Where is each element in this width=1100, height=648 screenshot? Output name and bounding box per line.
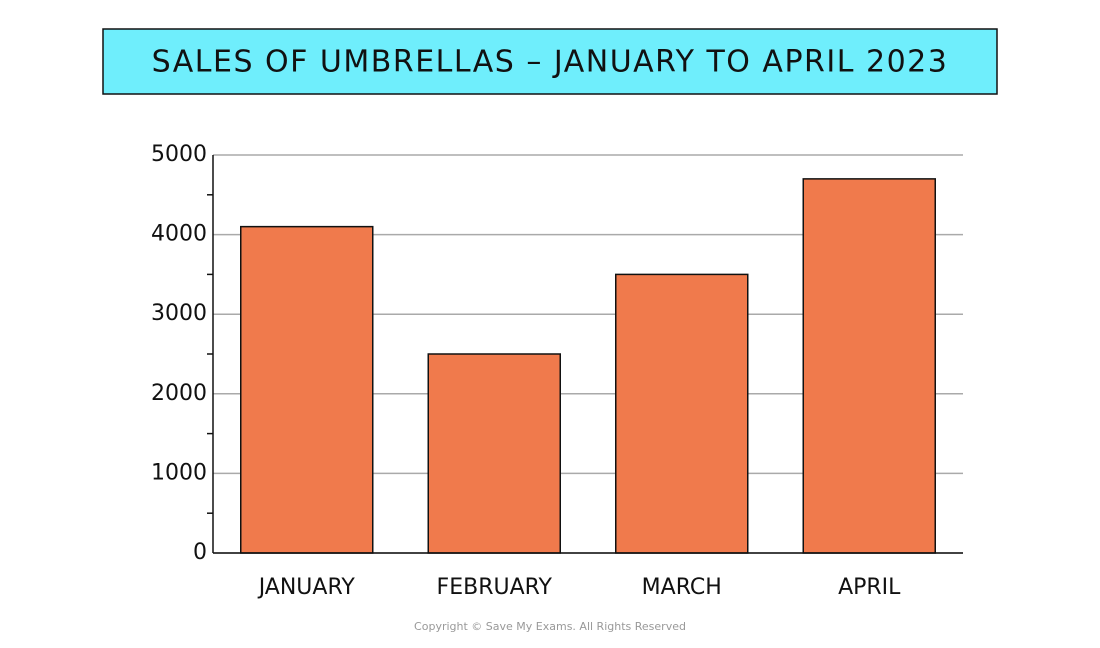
copyright: Copyright © Save My Exams. All Rights Re… xyxy=(414,620,686,633)
y-tick-label: 2000 xyxy=(151,381,207,406)
y-tick-label: 3000 xyxy=(151,301,207,326)
bar xyxy=(615,273,749,554)
bar xyxy=(427,353,561,554)
y-tick-label: 0 xyxy=(193,540,207,565)
y-tick-label: 5000 xyxy=(151,142,207,167)
x-tick-label: APRIL xyxy=(838,575,901,600)
bar xyxy=(802,178,936,554)
x-tick-label: JANUARY xyxy=(257,575,356,600)
x-tick-label: FEBRUARY xyxy=(437,575,553,600)
y-tick-label: 1000 xyxy=(151,460,207,485)
x-tick-label: MARCH xyxy=(642,575,722,600)
chart-title: SALES OF UMBRELLAS – JANUARY TO APRIL 20… xyxy=(152,45,949,80)
y-tick-label: 4000 xyxy=(151,222,207,247)
title-box xyxy=(102,28,998,95)
bar xyxy=(240,225,374,554)
